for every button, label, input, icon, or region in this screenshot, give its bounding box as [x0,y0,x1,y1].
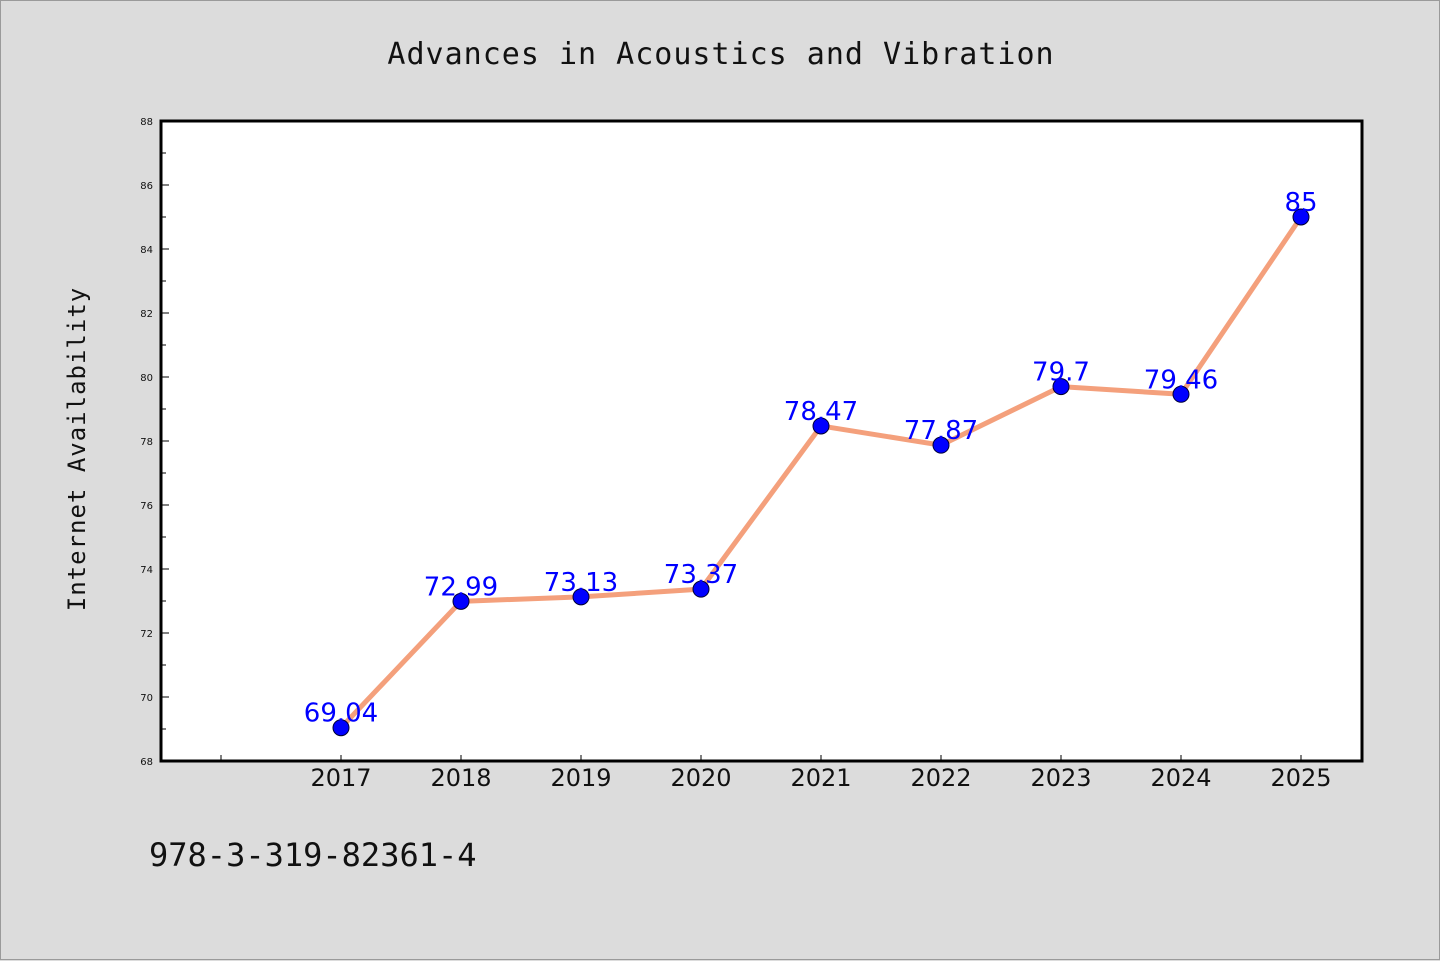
y-tick-label: 76 [140,501,153,512]
data-point-marker [1172,385,1190,403]
data-point-marker [1292,208,1310,226]
data-value-label: 78.47 [784,397,858,427]
axis-ticks: 68 70 72 74 76 78 80 82 84 86 88 2017 2018 2019 2020 20… [140,117,1331,792]
plot-border [159,119,1364,763]
y-tick-label: 68 [140,757,153,768]
data-value-label: 79.7 [1032,358,1090,388]
data-point-marker [332,719,350,737]
y-tick-label: 72 [140,629,153,640]
data-point-marker [572,588,590,606]
y-tick-label: 86 [140,181,153,192]
y-tick-label: 74 [140,565,153,576]
y-tick-label: 70 [140,693,153,704]
x-tick-label: 2024 [1150,764,1211,792]
data-points [332,208,1310,737]
data-point-marker [812,417,830,435]
y-axis-label: Internet Availability [63,287,91,611]
data-point-marker [932,436,950,454]
data-value-label: 79.46 [1144,365,1218,395]
y-tick-label: 82 [140,309,153,320]
chart-title: Advances in Acoustics and Vibration [387,37,1054,72]
y-tick-label: 88 [140,117,153,128]
data-value-label: 73.37 [664,560,738,590]
x-tick-label: 2022 [910,764,971,792]
data-point-marker [692,580,710,598]
isbn-footer: 978-3-319-82361-4 [149,836,477,874]
y-tick-label: 84 [140,245,153,256]
x-tick-label: 2020 [670,764,731,792]
data-value-label: 73.13 [544,568,618,598]
y-tick-label: 78 [140,437,153,448]
x-tick-label: 2021 [790,764,851,792]
x-tick-label: 2018 [430,764,491,792]
x-tick-label: 2019 [550,764,611,792]
data-point-marker [1052,378,1070,396]
data-value-label: 85 [1284,188,1317,218]
plot-area [161,121,1362,761]
x-tick-label: 2023 [1030,764,1091,792]
x-tick-label: 2017 [310,764,371,792]
data-labels: 69.04 72.99 73.13 73.37 78.47 77.87 79.7 79.46 8… [304,188,1318,729]
x-tick-label: 2025 [1270,764,1331,792]
data-value-label: 72.99 [424,572,498,602]
y-tick-label: 80 [140,373,153,384]
data-value-label: 69.04 [304,699,378,729]
data-value-label: 77.87 [904,416,978,446]
data-point-marker [452,592,470,610]
